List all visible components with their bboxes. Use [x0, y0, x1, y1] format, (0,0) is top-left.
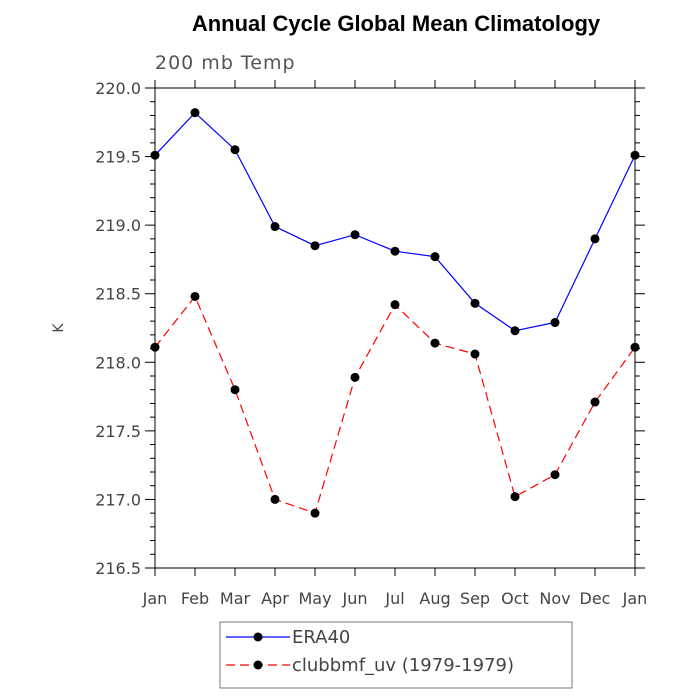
series-1-point	[630, 150, 640, 160]
x-tick-labels: Jan Feb Mar Apr May Jun Jul Aug Sep Oct Nov Dec Jan	[142, 589, 648, 608]
axis-ticks	[145, 80, 645, 576]
series-1-point	[590, 234, 600, 244]
x-tick-label: Oct	[501, 589, 529, 608]
x-tick-label: Sep	[460, 589, 490, 608]
chart-title: Annual Cycle Global Mean Climatology	[192, 11, 601, 36]
series-2-point	[270, 494, 280, 504]
legend-label-1: ERA40	[292, 627, 350, 648]
series-2-point	[630, 342, 640, 352]
series-1-point	[270, 222, 280, 232]
series-2-point	[390, 300, 400, 310]
series-1-point	[230, 145, 240, 155]
y-tick-label: 220.0	[95, 79, 141, 98]
series-2-point	[550, 470, 560, 480]
series-1-point	[310, 241, 320, 251]
y-tick-label: 219.5	[95, 148, 141, 167]
legend-swatch-marker-1	[253, 632, 263, 642]
y-tick-label: 217.5	[95, 422, 141, 441]
legend: ERA40 clubbmf_uv (1979-1979)	[219, 621, 573, 689]
x-tick-label: Dec	[580, 589, 611, 608]
series-1-point	[550, 318, 560, 328]
x-tick-label: Aug	[419, 589, 450, 608]
series-2-point	[150, 342, 160, 352]
series-line-1	[154, 111, 636, 332]
series-1-point	[470, 298, 480, 308]
y-tick-labels: 216.5 217.0 217.5 218.0 218.5 219.0 219.5 220.0	[95, 79, 141, 578]
y-tick-label: 219.0	[95, 216, 141, 235]
series-2-point	[510, 492, 520, 502]
y-tick-label: 218.0	[95, 353, 141, 372]
series-1-point	[190, 108, 200, 118]
series-1-point	[350, 230, 360, 240]
x-tick-label: Feb	[181, 589, 209, 608]
y-tick-label: 218.5	[95, 285, 141, 304]
series-2-point	[310, 508, 320, 518]
y-axis-label: K	[51, 323, 67, 333]
x-tick-label: Jun	[342, 589, 368, 608]
y-tick-label: 216.5	[95, 559, 141, 578]
series-2-point	[470, 349, 480, 359]
y-tick-label: 217.0	[95, 490, 141, 509]
chart-subtitle: 200 mb Temp	[155, 52, 296, 74]
series-1-point	[510, 326, 520, 336]
x-tick-label: Jan	[622, 589, 648, 608]
series-layer	[150, 108, 640, 518]
series-2-point	[430, 338, 440, 348]
plot-frame	[154, 87, 636, 569]
legend-box	[219, 621, 573, 689]
series-line-2	[154, 295, 636, 514]
series-1-point	[150, 150, 160, 160]
x-tick-label: Jan	[142, 589, 168, 608]
x-tick-label: Jul	[384, 589, 404, 608]
series-2-point	[230, 385, 240, 395]
legend-label-2: clubbmf_uv (1979-1979)	[292, 655, 514, 676]
x-tick-label: Mar	[220, 589, 251, 608]
series-2-point	[590, 397, 600, 407]
legend-swatch-marker-2	[253, 660, 263, 670]
series-1-point	[390, 246, 400, 256]
series-1-point	[430, 252, 440, 262]
x-tick-label: Nov	[539, 589, 570, 608]
x-tick-label: Apr	[261, 589, 289, 608]
series-2-point	[190, 291, 200, 301]
x-tick-label: May	[298, 589, 331, 608]
series-2-point	[350, 372, 360, 382]
